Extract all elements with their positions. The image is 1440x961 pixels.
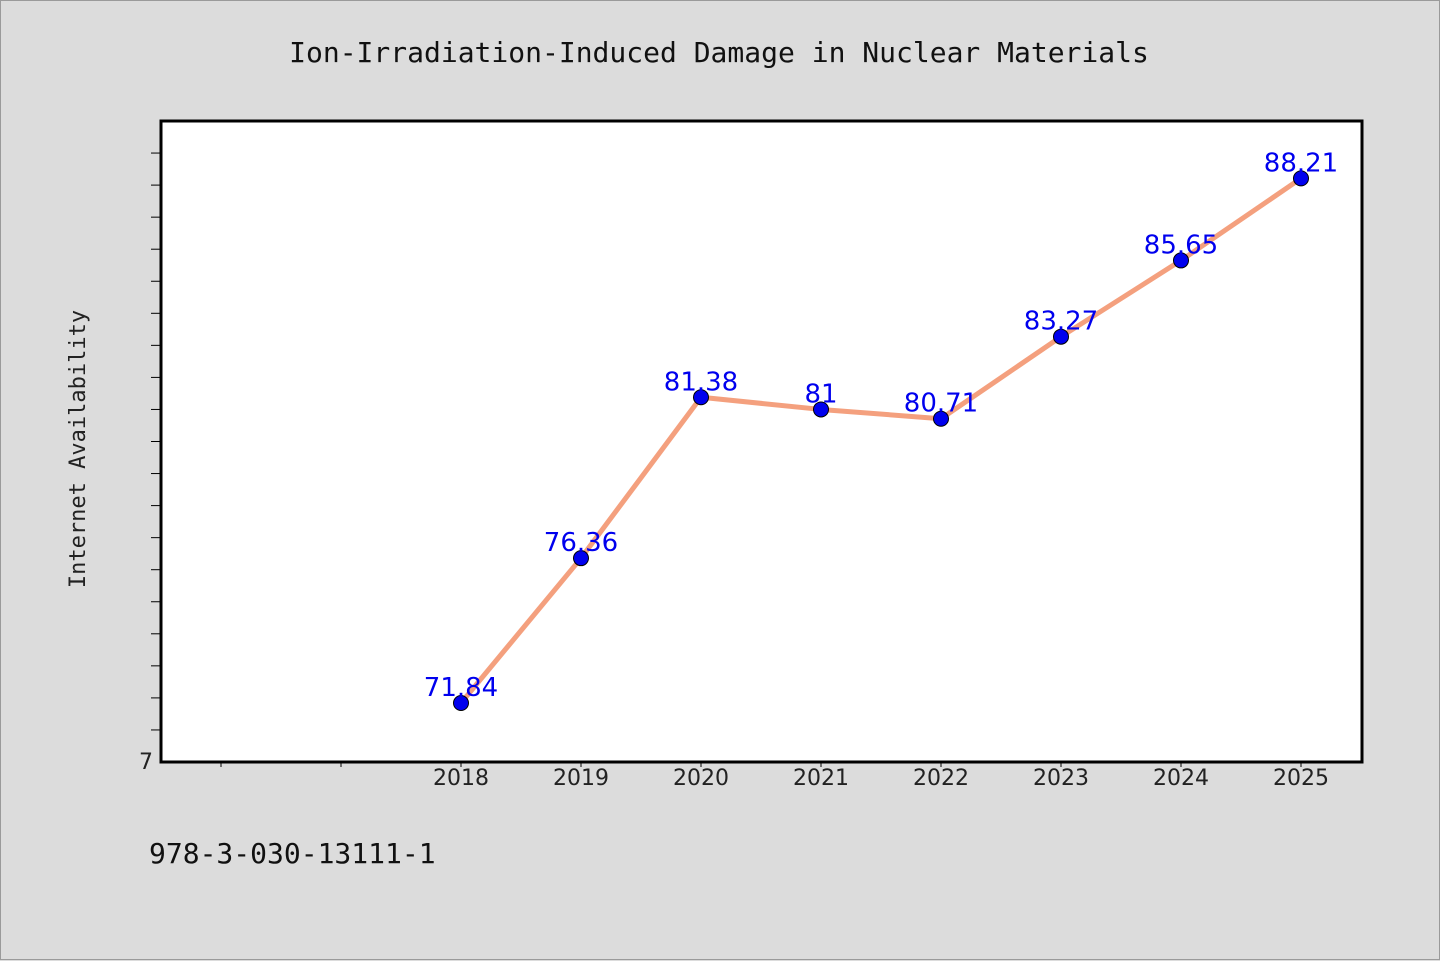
y-axis-ticks: 7 <box>139 152 161 775</box>
data-label: 81 <box>804 379 837 409</box>
data-point <box>1173 252 1189 269</box>
x-tick-label: 2021 <box>793 766 849 791</box>
data-point <box>1053 328 1069 345</box>
data-label: 71.84 <box>424 673 498 703</box>
y-axis-label: Internet Availability <box>66 310 91 588</box>
y-tick-label: 7 <box>139 750 153 775</box>
data-point <box>933 410 949 427</box>
x-tick-label: 2023 <box>1033 766 1089 791</box>
x-tick-label: 2019 <box>553 766 609 791</box>
x-tick-label: 2024 <box>1153 766 1209 791</box>
x-tick-label: 2025 <box>1273 766 1329 791</box>
x-axis-ticks: 2018 2019 2020 2021 2022 2023 2024 2025 <box>220 762 1329 791</box>
data-point <box>453 695 469 712</box>
plot-area <box>159 119 1364 764</box>
series-line <box>458 175 1304 706</box>
data-label: 81.38 <box>664 367 738 397</box>
x-tick-label: 2020 <box>673 766 729 791</box>
chart-title: Ion-Irradiation-Induced Damage in Nuclea… <box>289 36 1149 69</box>
series-layer: 71.84 76.36 81.38 81 80.71 83.27 85.65 88.21 <box>424 148 1338 712</box>
data-label: 80.71 <box>904 389 978 419</box>
data-point <box>573 550 589 567</box>
x-tick-label: 2022 <box>913 766 969 791</box>
data-point <box>1293 170 1309 187</box>
x-tick-label: 2018 <box>433 766 489 791</box>
data-label: 83.27 <box>1024 307 1098 337</box>
data-label: 88.21 <box>1264 148 1338 178</box>
data-label: 76.36 <box>544 528 618 558</box>
footer-isbn: 978-3-030-13111-1 <box>149 837 436 870</box>
data-point <box>813 401 829 418</box>
data-point <box>693 389 709 406</box>
data-label: 85.65 <box>1144 230 1218 260</box>
